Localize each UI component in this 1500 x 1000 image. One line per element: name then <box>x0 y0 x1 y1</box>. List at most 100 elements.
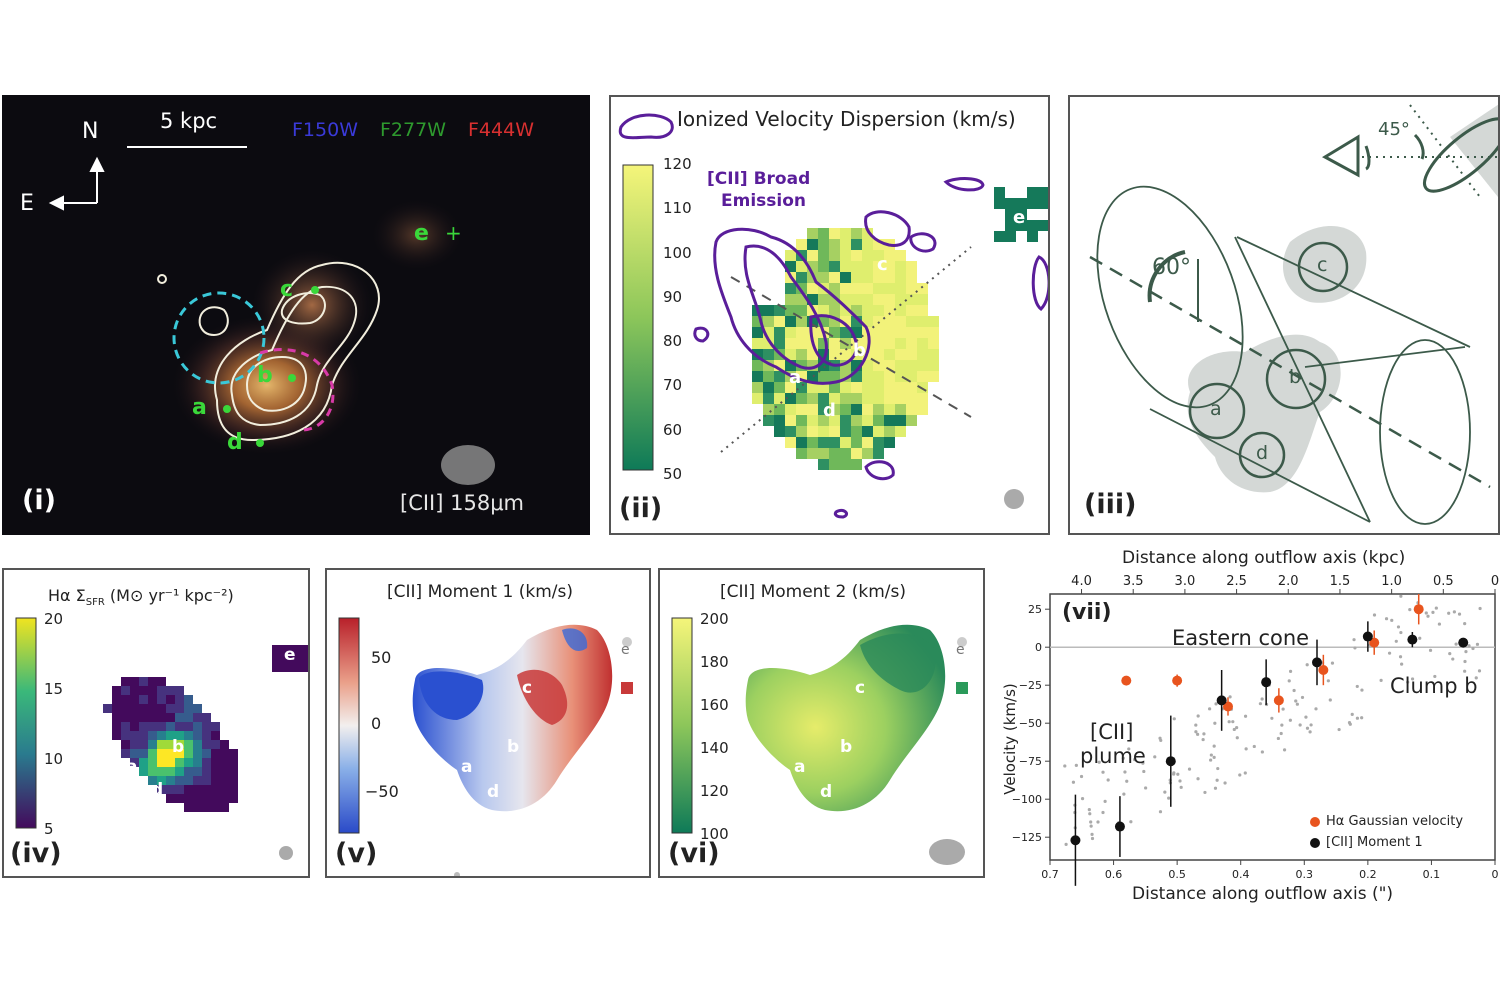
background-point <box>1213 721 1217 725</box>
panel-label-i: (i) <box>22 485 56 516</box>
background-point <box>1304 715 1308 719</box>
background-point <box>1158 810 1163 814</box>
background-point <box>1350 712 1354 716</box>
clump-label-b: b <box>172 737 185 757</box>
clump-label-e: e <box>621 642 630 658</box>
background-point <box>1238 773 1242 777</box>
panel-label-vi: (vi) <box>668 838 720 869</box>
point-cii <box>1312 657 1322 668</box>
x-axis-label: Distance along outflow axis (") <box>1132 884 1394 904</box>
background-point <box>1276 736 1280 741</box>
background-point <box>1172 717 1176 721</box>
background-point <box>1360 716 1364 720</box>
colorbar-ii-tick-3: 90 <box>663 287 683 306</box>
x-tick-label: 0.1 <box>1423 868 1441 881</box>
background-point <box>1260 697 1264 701</box>
background-point <box>1337 727 1341 732</box>
clump-label-d: d <box>1256 442 1269 464</box>
background-point <box>1101 770 1105 774</box>
clump-label-a: a <box>126 757 138 777</box>
point-cii <box>1165 756 1176 767</box>
background-point <box>1279 731 1283 736</box>
x2-tick-label: 3.5 <box>1123 574 1144 589</box>
legend-marker-cii <box>1310 837 1320 848</box>
background-point <box>1447 611 1451 615</box>
colorbar-iv-tick-1: 15 <box>44 680 64 698</box>
background-point <box>1258 702 1263 706</box>
plot-frame <box>1049 593 1496 861</box>
annotation-clump-b: Clump b <box>1390 674 1478 698</box>
colorbar-vi-tick-5: 100 <box>700 825 729 843</box>
background-point <box>1158 736 1162 740</box>
background-point <box>1172 772 1176 776</box>
clump-label-e: e <box>956 642 965 658</box>
background-point <box>1228 695 1232 699</box>
background-point <box>1282 748 1287 752</box>
point-halpha <box>1369 637 1380 648</box>
background-point <box>1260 750 1264 754</box>
background-point <box>1292 688 1296 693</box>
clump-label-d: d <box>823 400 836 421</box>
colorbar-ii-tick-7: 50 <box>663 465 683 483</box>
background-point <box>1203 790 1207 795</box>
colorbar-ticks-ii: 120 110 100 90 80 70 60 50 <box>659 155 709 485</box>
background-point <box>1352 638 1356 642</box>
annotation-eastern-cone: Eastern cone <box>1172 626 1310 650</box>
point-halpha <box>1413 604 1424 615</box>
colorbar-ii-tick-1: 110 <box>663 199 692 218</box>
legend-entry-halpha: Hα Gaussian velocity <box>1310 814 1463 829</box>
background-point <box>1196 714 1200 718</box>
background-point <box>1478 606 1482 611</box>
y-tick-label: 0 <box>1035 641 1042 654</box>
sfr-title-units: (M⊙ yr⁻¹ kpc⁻²) <box>104 586 234 605</box>
background-point <box>1243 714 1248 718</box>
north-label: N <box>82 119 99 144</box>
background-point <box>1096 820 1100 824</box>
background-point <box>1379 678 1383 682</box>
background-point <box>1398 655 1403 659</box>
background-point <box>1063 764 1067 768</box>
clump-label-c: c <box>522 678 533 698</box>
background-point <box>1127 747 1131 751</box>
background-point <box>1474 676 1478 680</box>
clump-label-b: b <box>257 363 273 388</box>
y-tick-label: −125 <box>1012 831 1042 844</box>
background-point <box>1209 758 1213 762</box>
colorbar-tick-minus50: −50 <box>365 782 399 801</box>
outflow-schematic <box>1089 104 1498 525</box>
background-point <box>1121 756 1125 760</box>
background-point <box>1400 662 1404 666</box>
x-tick-label: 0.4 <box>1232 868 1250 881</box>
y-axis-label: Velocity (km/s) <box>1001 683 1019 795</box>
clump-label-c: c <box>280 277 294 302</box>
panel-vi-moment2: [CII] Moment 2 (km/s) 200 180 160 140 120 100… <box>658 568 985 878</box>
legend-entry-cii: [CII] Moment 1 <box>1310 835 1463 850</box>
background-point <box>1196 777 1200 781</box>
background-point <box>1090 832 1094 837</box>
background-point <box>1089 824 1093 828</box>
background-point <box>1270 716 1274 720</box>
colorbar-tick-50: 50 <box>371 648 392 667</box>
point-halpha <box>1121 675 1132 686</box>
background-point <box>1477 669 1482 673</box>
background-point <box>1097 760 1101 764</box>
background-point <box>1471 646 1475 651</box>
x-tick-label: 0.7 <box>1041 868 1059 881</box>
background-point <box>1187 767 1192 771</box>
panel-label-vii: (vii) <box>1062 600 1112 625</box>
filter-f277w: F277W <box>380 119 446 141</box>
colorbar-vi-tick-4: 120 <box>700 782 729 800</box>
background-point <box>1227 720 1231 724</box>
rgb-image-canvas: + <box>48 146 495 485</box>
background-point <box>1348 722 1352 726</box>
background-point <box>1454 642 1458 646</box>
colorbar-iv-tick-3: 5 <box>44 820 54 838</box>
background-point <box>1101 810 1105 815</box>
background-point <box>1394 639 1398 643</box>
x2-tick-label: 2.5 <box>1226 574 1247 589</box>
x2-tick-label: 4.0 <box>1071 574 1092 589</box>
background-point <box>1437 622 1442 626</box>
clump-label-b: b <box>507 737 520 757</box>
background-point <box>1448 652 1452 656</box>
background-point <box>1087 808 1091 812</box>
